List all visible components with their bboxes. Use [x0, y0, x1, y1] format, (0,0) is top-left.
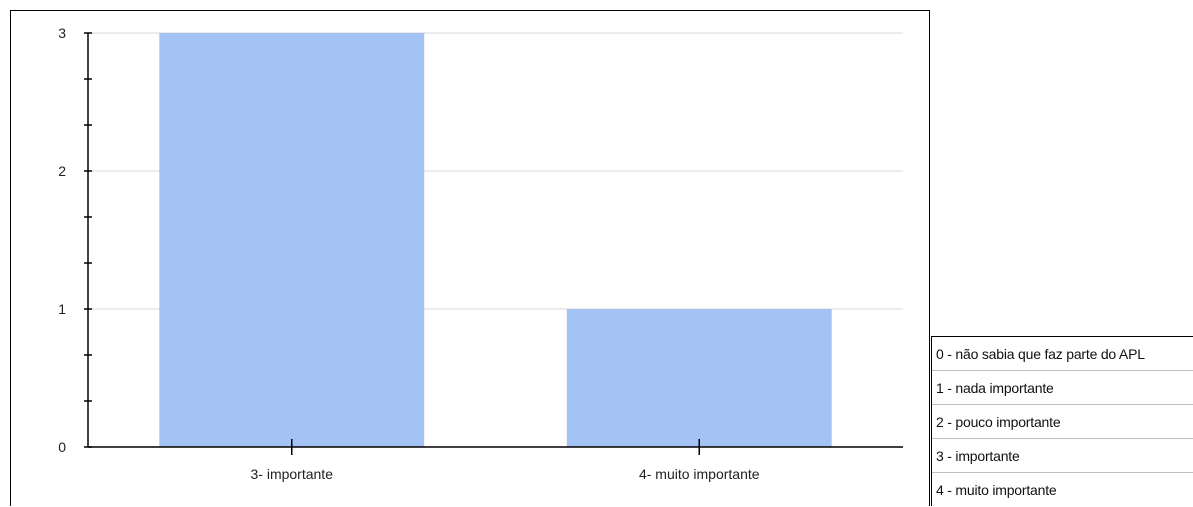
bar-chart: 0 1 2 3 3- importante 4- muito importante: [58, 25, 903, 482]
scale-item-4: 4 - muito importante: [936, 482, 1057, 498]
y-tick-label-1: 1: [58, 301, 66, 317]
bar-0: [159, 33, 425, 447]
y-tick-label-2: 2: [58, 163, 66, 179]
bars: [159, 33, 832, 447]
x-tick-label-1: 4- muito importante: [639, 466, 760, 482]
y-tick-label-3: 3: [58, 25, 66, 41]
y-tick-label-0: 0: [58, 439, 66, 455]
scale-item-1: 1 - nada importante: [932, 371, 1193, 405]
x-tick-label-0: 3- importante: [251, 466, 334, 482]
axes: [84, 32, 903, 455]
tick-labels: 0 1 2 3 3- importante 4- muito importante: [58, 25, 760, 482]
scale-item-3: 3 - importante: [932, 439, 1193, 473]
rating-scale-legend: 0 - não sabia que faz parte do APL 1 - n…: [931, 336, 1193, 506]
scale-item-2: 2 - pouco importante: [932, 405, 1193, 439]
chart-frame: 0 1 2 3 3- importante 4- muito importante: [10, 10, 930, 506]
scale-item-0: 0 - não sabia que faz parte do APL: [932, 337, 1193, 371]
bar-1: [566, 309, 832, 447]
